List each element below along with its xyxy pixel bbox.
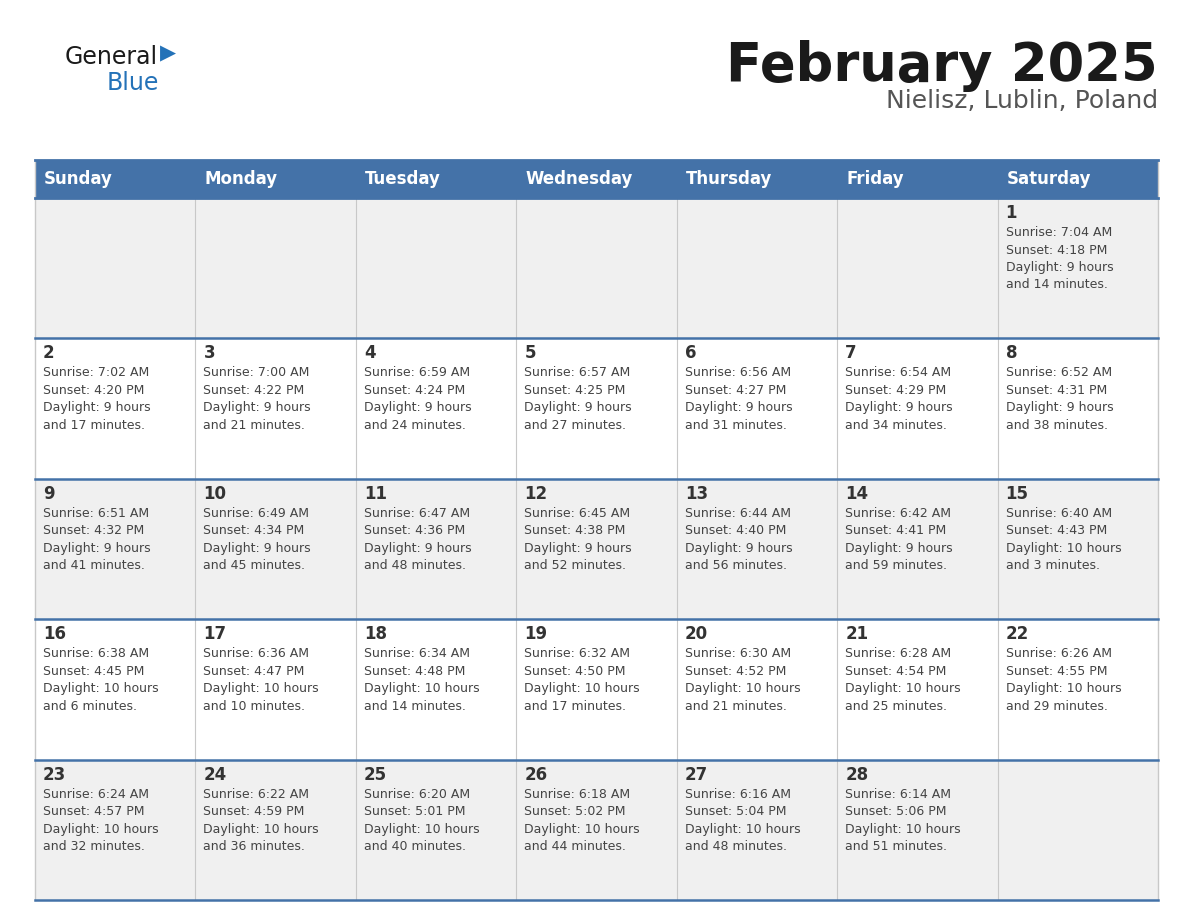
Text: Sunrise: 6:44 AM
Sunset: 4:40 PM
Daylight: 9 hours
and 56 minutes.: Sunrise: 6:44 AM Sunset: 4:40 PM Dayligh… (684, 507, 792, 572)
Text: Sunrise: 6:22 AM
Sunset: 4:59 PM
Daylight: 10 hours
and 36 minutes.: Sunrise: 6:22 AM Sunset: 4:59 PM Dayligh… (203, 788, 320, 853)
Text: Sunrise: 6:51 AM
Sunset: 4:32 PM
Daylight: 9 hours
and 41 minutes.: Sunrise: 6:51 AM Sunset: 4:32 PM Dayligh… (43, 507, 151, 572)
Text: Sunrise: 6:38 AM
Sunset: 4:45 PM
Daylight: 10 hours
and 6 minutes.: Sunrise: 6:38 AM Sunset: 4:45 PM Dayligh… (43, 647, 159, 712)
Text: 19: 19 (524, 625, 548, 644)
Text: Sunrise: 6:57 AM
Sunset: 4:25 PM
Daylight: 9 hours
and 27 minutes.: Sunrise: 6:57 AM Sunset: 4:25 PM Dayligh… (524, 366, 632, 431)
Text: 7: 7 (845, 344, 857, 363)
Text: 23: 23 (43, 766, 67, 784)
Text: 28: 28 (845, 766, 868, 784)
Text: General: General (65, 45, 158, 69)
Text: Sunrise: 6:14 AM
Sunset: 5:06 PM
Daylight: 10 hours
and 51 minutes.: Sunrise: 6:14 AM Sunset: 5:06 PM Dayligh… (845, 788, 961, 853)
Bar (677, 160, 838, 198)
Text: 13: 13 (684, 485, 708, 503)
Text: Sunday: Sunday (44, 170, 113, 188)
Text: Sunrise: 6:18 AM
Sunset: 5:02 PM
Daylight: 10 hours
and 44 minutes.: Sunrise: 6:18 AM Sunset: 5:02 PM Dayligh… (524, 788, 640, 853)
Text: Sunrise: 6:20 AM
Sunset: 5:01 PM
Daylight: 10 hours
and 40 minutes.: Sunrise: 6:20 AM Sunset: 5:01 PM Dayligh… (364, 788, 480, 853)
Bar (196, 160, 356, 198)
Text: 25: 25 (364, 766, 387, 784)
Bar (34, 160, 196, 198)
Bar (34, 339, 1158, 479)
Text: 20: 20 (684, 625, 708, 644)
Text: ▶: ▶ (160, 43, 176, 63)
Text: 21: 21 (845, 625, 868, 644)
Text: Tuesday: Tuesday (365, 170, 441, 188)
Bar (34, 198, 1158, 339)
Text: February 2025: February 2025 (726, 40, 1158, 92)
Text: 16: 16 (43, 625, 67, 644)
Text: Sunrise: 6:52 AM
Sunset: 4:31 PM
Daylight: 9 hours
and 38 minutes.: Sunrise: 6:52 AM Sunset: 4:31 PM Dayligh… (1005, 366, 1113, 431)
Text: Sunrise: 6:42 AM
Sunset: 4:41 PM
Daylight: 9 hours
and 59 minutes.: Sunrise: 6:42 AM Sunset: 4:41 PM Dayligh… (845, 507, 953, 572)
Text: Sunrise: 6:16 AM
Sunset: 5:04 PM
Daylight: 10 hours
and 48 minutes.: Sunrise: 6:16 AM Sunset: 5:04 PM Dayligh… (684, 788, 801, 853)
Text: Sunrise: 6:47 AM
Sunset: 4:36 PM
Daylight: 9 hours
and 48 minutes.: Sunrise: 6:47 AM Sunset: 4:36 PM Dayligh… (364, 507, 472, 572)
Bar (998, 160, 1158, 198)
Text: Blue: Blue (107, 71, 159, 95)
Text: 17: 17 (203, 625, 227, 644)
Text: Sunrise: 6:54 AM
Sunset: 4:29 PM
Daylight: 9 hours
and 34 minutes.: Sunrise: 6:54 AM Sunset: 4:29 PM Dayligh… (845, 366, 953, 431)
Text: Sunrise: 6:36 AM
Sunset: 4:47 PM
Daylight: 10 hours
and 10 minutes.: Sunrise: 6:36 AM Sunset: 4:47 PM Dayligh… (203, 647, 320, 712)
Bar (34, 479, 1158, 620)
Text: Sunrise: 7:04 AM
Sunset: 4:18 PM
Daylight: 9 hours
and 14 minutes.: Sunrise: 7:04 AM Sunset: 4:18 PM Dayligh… (1005, 226, 1113, 292)
Bar (34, 759, 1158, 900)
Text: 27: 27 (684, 766, 708, 784)
Text: Sunrise: 6:30 AM
Sunset: 4:52 PM
Daylight: 10 hours
and 21 minutes.: Sunrise: 6:30 AM Sunset: 4:52 PM Dayligh… (684, 647, 801, 712)
Text: Friday: Friday (846, 170, 904, 188)
Text: Sunrise: 6:32 AM
Sunset: 4:50 PM
Daylight: 10 hours
and 17 minutes.: Sunrise: 6:32 AM Sunset: 4:50 PM Dayligh… (524, 647, 640, 712)
Text: 3: 3 (203, 344, 215, 363)
Text: 24: 24 (203, 766, 227, 784)
Text: Sunrise: 6:56 AM
Sunset: 4:27 PM
Daylight: 9 hours
and 31 minutes.: Sunrise: 6:56 AM Sunset: 4:27 PM Dayligh… (684, 366, 792, 431)
Text: Sunrise: 6:28 AM
Sunset: 4:54 PM
Daylight: 10 hours
and 25 minutes.: Sunrise: 6:28 AM Sunset: 4:54 PM Dayligh… (845, 647, 961, 712)
Text: Sunrise: 6:45 AM
Sunset: 4:38 PM
Daylight: 9 hours
and 52 minutes.: Sunrise: 6:45 AM Sunset: 4:38 PM Dayligh… (524, 507, 632, 572)
Text: 18: 18 (364, 625, 387, 644)
Text: 12: 12 (524, 485, 548, 503)
Text: 22: 22 (1005, 625, 1029, 644)
Bar (34, 620, 1158, 759)
Text: Sunrise: 6:49 AM
Sunset: 4:34 PM
Daylight: 9 hours
and 45 minutes.: Sunrise: 6:49 AM Sunset: 4:34 PM Dayligh… (203, 507, 311, 572)
Text: Wednesday: Wednesday (525, 170, 633, 188)
Text: Sunrise: 6:24 AM
Sunset: 4:57 PM
Daylight: 10 hours
and 32 minutes.: Sunrise: 6:24 AM Sunset: 4:57 PM Dayligh… (43, 788, 159, 853)
Text: Saturday: Saturday (1006, 170, 1091, 188)
Text: 14: 14 (845, 485, 868, 503)
Text: Monday: Monday (204, 170, 278, 188)
Text: 10: 10 (203, 485, 227, 503)
Bar (838, 160, 998, 198)
Text: Sunrise: 6:59 AM
Sunset: 4:24 PM
Daylight: 9 hours
and 24 minutes.: Sunrise: 6:59 AM Sunset: 4:24 PM Dayligh… (364, 366, 472, 431)
Bar (517, 160, 677, 198)
Text: Sunrise: 6:34 AM
Sunset: 4:48 PM
Daylight: 10 hours
and 14 minutes.: Sunrise: 6:34 AM Sunset: 4:48 PM Dayligh… (364, 647, 480, 712)
Text: 2: 2 (43, 344, 55, 363)
Bar (356, 160, 517, 198)
Text: 9: 9 (43, 485, 55, 503)
Text: Sunrise: 7:02 AM
Sunset: 4:20 PM
Daylight: 9 hours
and 17 minutes.: Sunrise: 7:02 AM Sunset: 4:20 PM Dayligh… (43, 366, 151, 431)
Text: 6: 6 (684, 344, 696, 363)
Text: 8: 8 (1005, 344, 1017, 363)
Text: Sunrise: 7:00 AM
Sunset: 4:22 PM
Daylight: 9 hours
and 21 minutes.: Sunrise: 7:00 AM Sunset: 4:22 PM Dayligh… (203, 366, 311, 431)
Text: 5: 5 (524, 344, 536, 363)
Text: Nielisz, Lublin, Poland: Nielisz, Lublin, Poland (886, 89, 1158, 113)
Text: 1: 1 (1005, 204, 1017, 222)
Text: Sunrise: 6:40 AM
Sunset: 4:43 PM
Daylight: 10 hours
and 3 minutes.: Sunrise: 6:40 AM Sunset: 4:43 PM Dayligh… (1005, 507, 1121, 572)
Text: 11: 11 (364, 485, 387, 503)
Text: 4: 4 (364, 344, 375, 363)
Text: Thursday: Thursday (685, 170, 772, 188)
Text: Sunrise: 6:26 AM
Sunset: 4:55 PM
Daylight: 10 hours
and 29 minutes.: Sunrise: 6:26 AM Sunset: 4:55 PM Dayligh… (1005, 647, 1121, 712)
Text: 15: 15 (1005, 485, 1029, 503)
Text: 26: 26 (524, 766, 548, 784)
